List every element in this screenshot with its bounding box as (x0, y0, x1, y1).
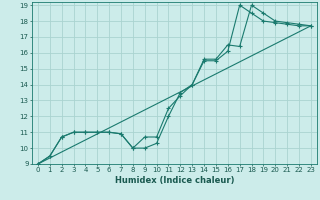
X-axis label: Humidex (Indice chaleur): Humidex (Indice chaleur) (115, 176, 234, 185)
